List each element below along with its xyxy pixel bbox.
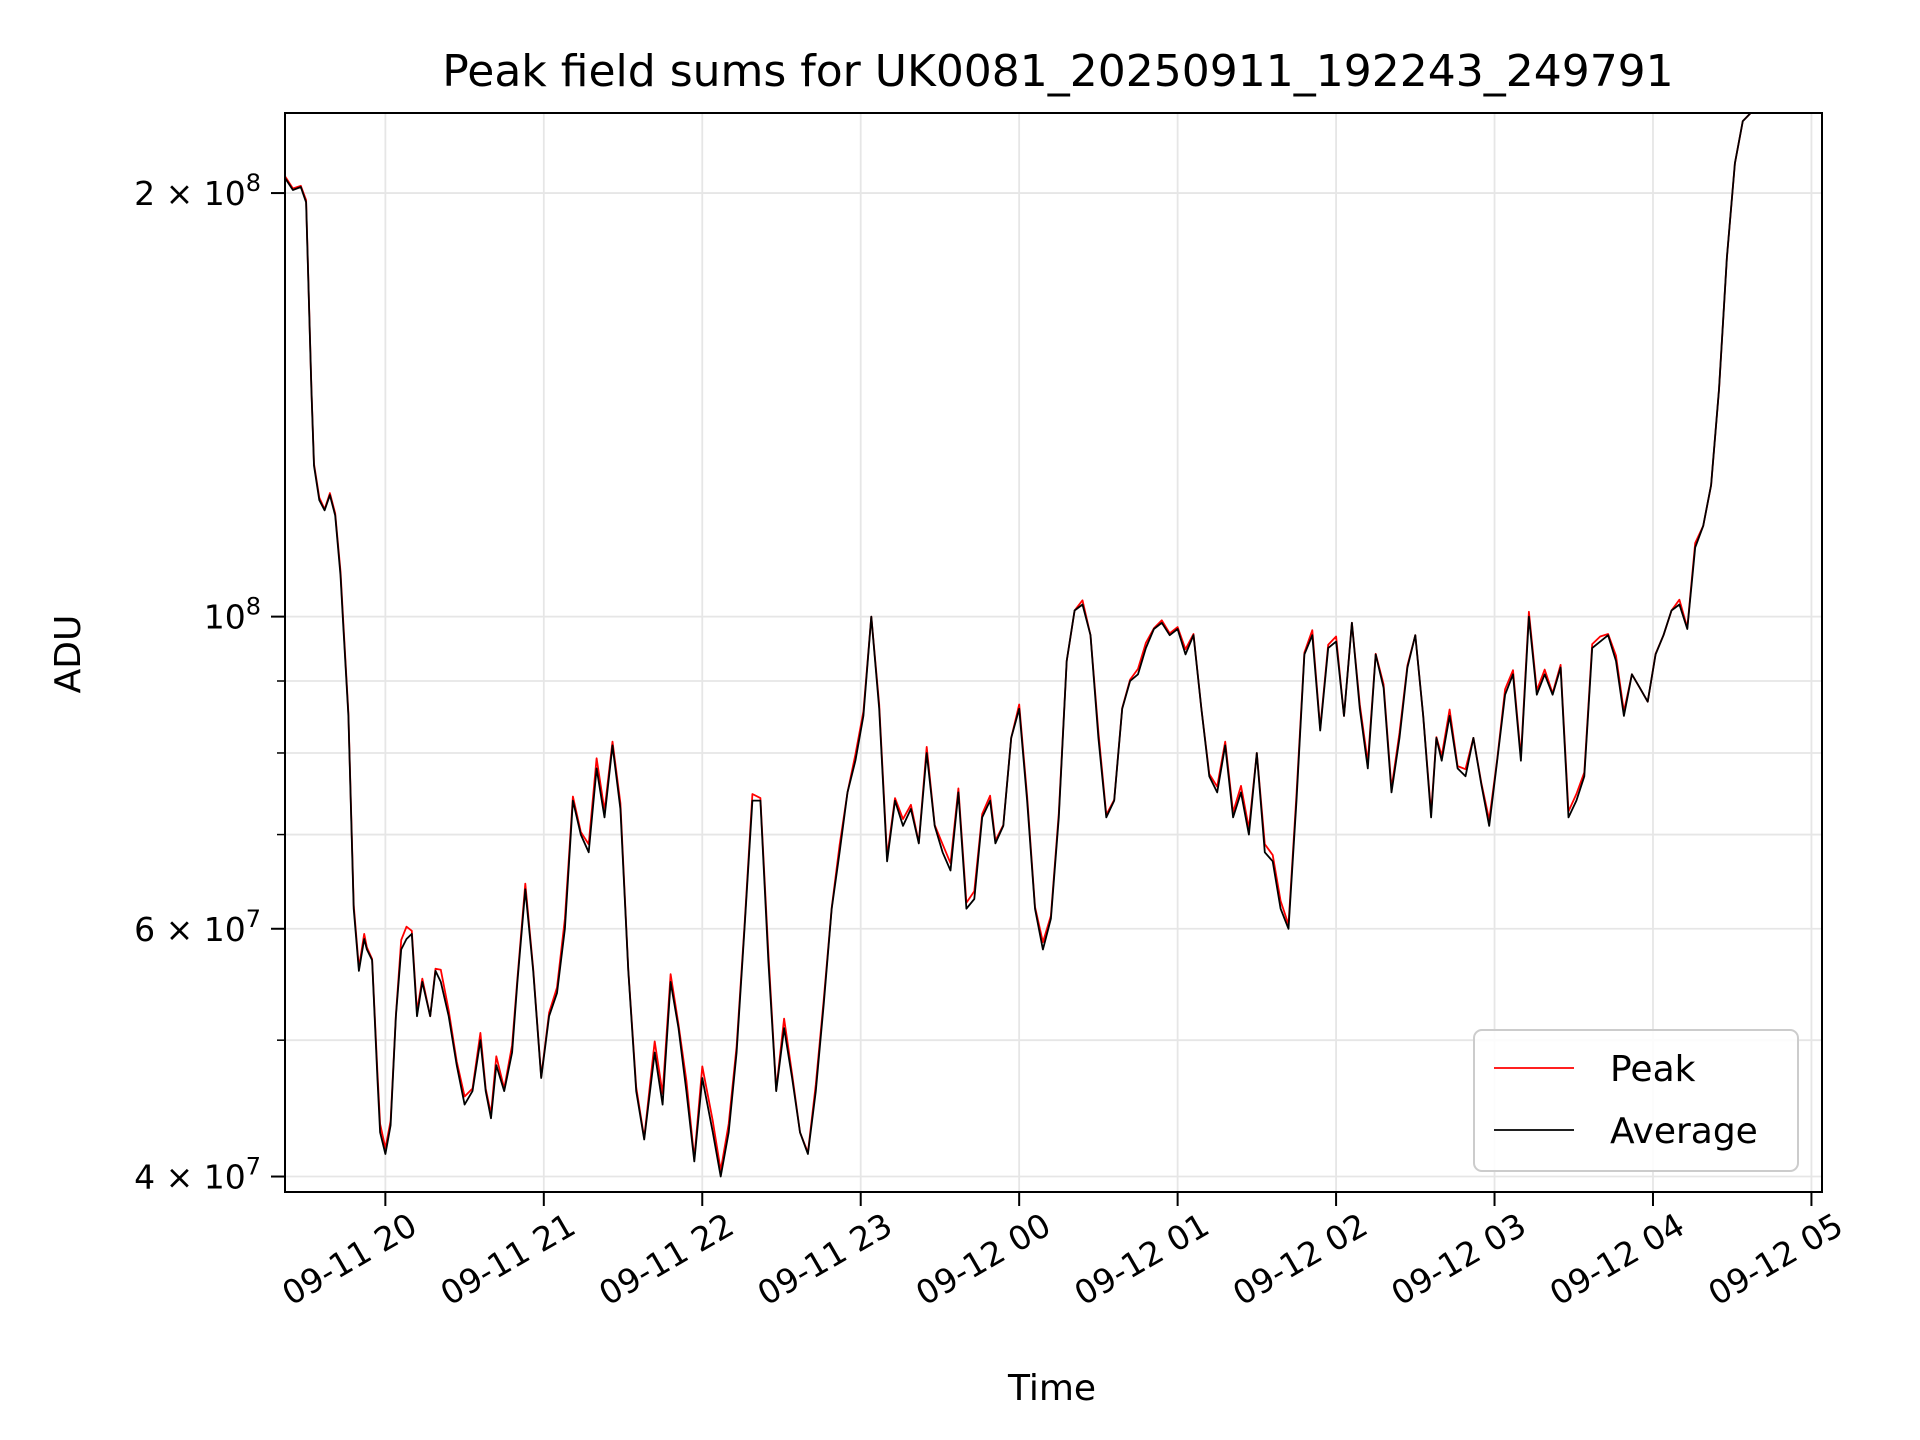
grid-lines (285, 113, 1822, 1192)
y-tick-label: 2 × 108 (134, 169, 261, 213)
y-tick-label: 108 (204, 593, 261, 637)
y-tick-label: 4 × 107 (134, 1153, 261, 1197)
series-line-average (284, 112, 1815, 1178)
plot-frame (284, 112, 1823, 1193)
y-axis: 4 × 107 6 × 107 108 2 × 108 (134, 169, 285, 1197)
legend: Peak Average (1473, 1029, 1799, 1172)
legend-label-peak: Peak (1610, 1049, 1696, 1090)
x-axis-label: Time (1007, 1368, 1096, 1409)
series-layer (284, 112, 1815, 1178)
legend-box (1473, 1029, 1799, 1172)
chart-title: Peak field sums for UK0081_20250911_1922… (442, 46, 1673, 97)
y-axis-label: ADU (48, 615, 89, 694)
y-tick-label: 6 × 107 (134, 905, 261, 949)
legend-label-average: Average (1610, 1111, 1758, 1152)
